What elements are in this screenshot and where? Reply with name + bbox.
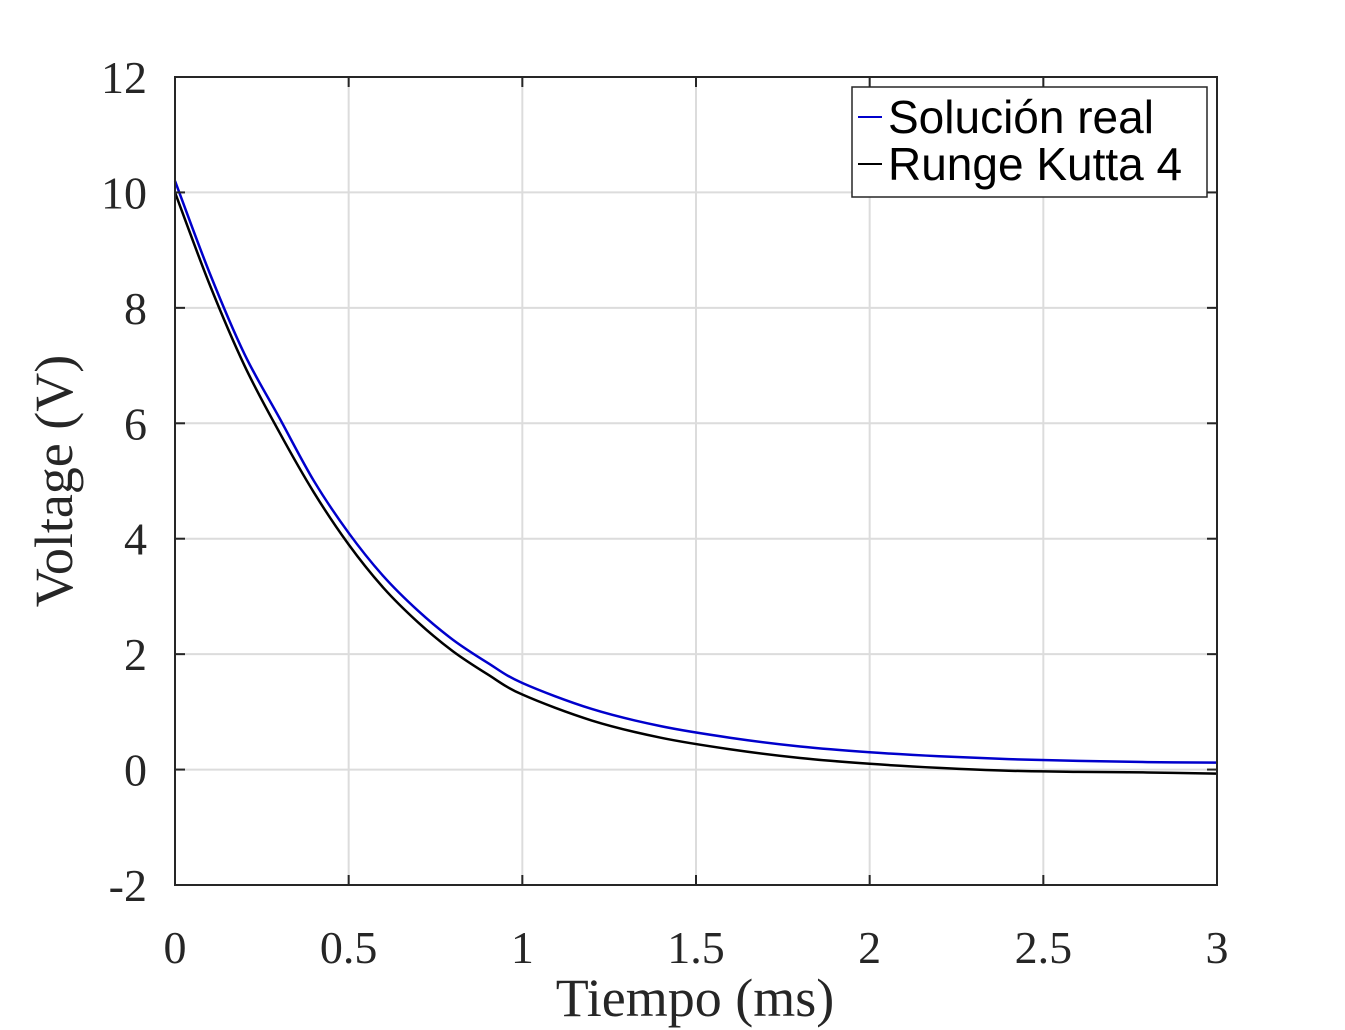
- series-line-solucion-real: [173, 180, 1218, 764]
- x-tick-label-0: 0: [164, 922, 187, 973]
- x-tick-label-4: 2: [858, 922, 881, 973]
- legend: Solución real Runge Kutta 4: [851, 86, 1208, 198]
- y-tick-label-4: 6: [124, 398, 147, 449]
- tick-labels: 0 0.5 1 1.5 2 2.5 3 -2 0 2 4 6 8 10 12: [101, 52, 1229, 973]
- legend-label-solucion-real: Solución real: [888, 91, 1154, 143]
- x-tick-label-2: 1: [511, 922, 534, 973]
- y-axis-label: Voltage (V): [24, 355, 84, 607]
- axis-ticks: [174, 76, 1218, 886]
- y-tick-label-2: 2: [124, 629, 147, 680]
- x-axis-label: Tiempo (ms): [556, 968, 835, 1028]
- legend-box: [851, 86, 1208, 198]
- series-line-runge-kutta-4: [173, 191, 1218, 775]
- x-tick-label-6: 3: [1206, 922, 1229, 973]
- y-tick-label-5: 8: [124, 283, 147, 334]
- series-lines: [173, 180, 1218, 775]
- y-tick-label-0: -2: [109, 860, 147, 911]
- grid-lines: [174, 76, 1218, 886]
- x-tick-label-1: 0.5: [320, 922, 378, 973]
- x-tick-label-5: 2.5: [1015, 922, 1073, 973]
- legend-label-runge-kutta-4: Runge Kutta 4: [888, 138, 1182, 190]
- y-tick-label-1: 0: [124, 745, 147, 796]
- y-tick-label-6: 10: [101, 167, 147, 218]
- y-tick-label-3: 4: [124, 514, 147, 565]
- x-tick-label-3: 1.5: [667, 922, 725, 973]
- y-tick-label-7: 12: [101, 52, 147, 103]
